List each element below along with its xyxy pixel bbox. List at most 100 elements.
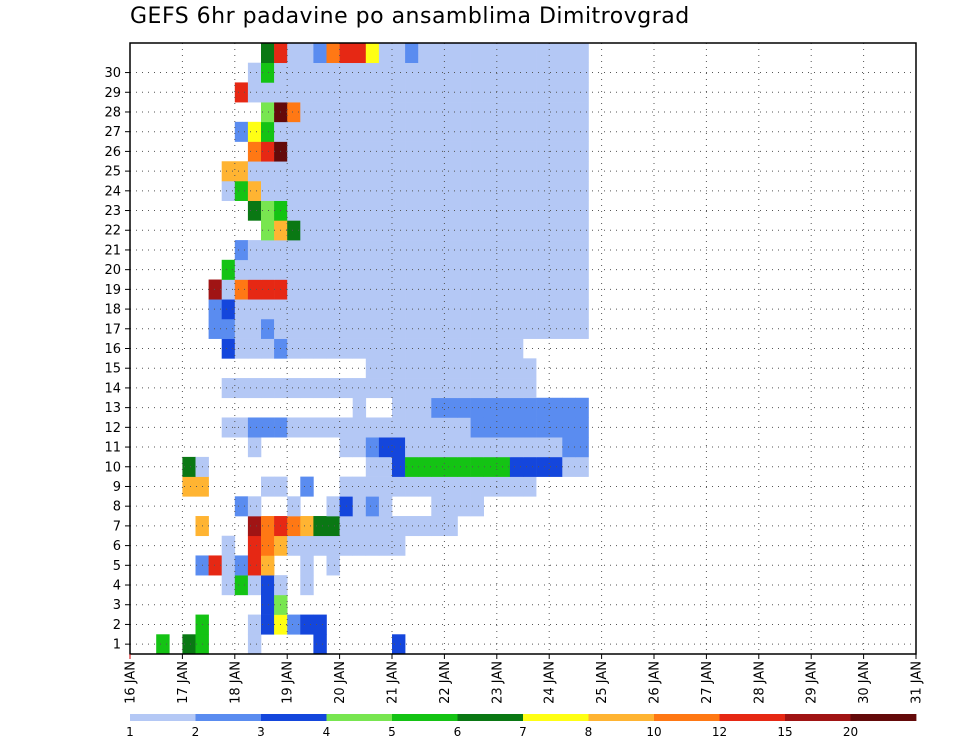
heatmap-cell xyxy=(261,62,275,83)
heatmap-cell xyxy=(405,82,419,103)
heatmap-cell xyxy=(431,220,445,241)
heatmap-cell xyxy=(444,161,458,182)
heatmap-cell xyxy=(234,240,249,261)
heatmap-cell xyxy=(287,121,301,142)
heatmap-cell xyxy=(405,102,419,123)
heatmap-cell xyxy=(549,121,563,142)
heatmap-cell xyxy=(392,279,406,300)
heatmap-cell xyxy=(234,338,249,359)
heatmap-cell xyxy=(287,161,301,182)
heatmap-cell xyxy=(536,161,550,182)
heatmap-cell xyxy=(287,180,301,201)
heatmap-cell xyxy=(523,437,537,458)
heatmap-cell xyxy=(575,141,589,162)
heatmap-cell xyxy=(444,259,458,280)
heatmap-cell xyxy=(457,358,471,379)
heatmap-cell xyxy=(431,279,445,300)
heatmap-cell xyxy=(405,43,419,64)
heatmap-cell xyxy=(405,437,419,458)
heatmap-cell xyxy=(182,634,196,655)
heatmap-cell xyxy=(221,535,236,556)
heatmap-cell xyxy=(352,338,367,359)
heatmap-cell xyxy=(405,456,419,477)
heatmap-cell xyxy=(405,121,419,142)
heatmap-cell xyxy=(444,102,458,123)
heatmap-cell xyxy=(444,476,458,497)
heatmap-cell xyxy=(405,200,419,221)
heatmap-cell xyxy=(352,82,367,103)
heatmap-cell xyxy=(378,338,393,359)
heatmap-cell xyxy=(457,318,471,339)
legend-swatch xyxy=(523,714,589,721)
heatmap-cell xyxy=(470,299,484,320)
heatmap-cell xyxy=(444,338,458,359)
heatmap-cell xyxy=(562,43,576,64)
heatmap-cell xyxy=(496,378,511,399)
heatmap-cell xyxy=(549,299,563,320)
heatmap-cell xyxy=(496,476,511,497)
y-tick-label: 23 xyxy=(104,204,121,219)
heatmap-cell xyxy=(261,200,275,221)
heatmap-cell xyxy=(457,259,471,280)
heatmap-cell xyxy=(313,62,327,83)
heatmap-cell xyxy=(261,141,275,162)
legend-label: 10 xyxy=(646,725,661,739)
heatmap-cell xyxy=(287,299,301,320)
y-tick-label: 10 xyxy=(104,460,121,475)
heatmap-cell xyxy=(300,535,314,556)
heatmap-cell xyxy=(523,299,537,320)
heatmap-cell xyxy=(365,299,380,320)
heatmap-cell xyxy=(326,417,340,438)
heatmap-cell xyxy=(536,102,550,123)
heatmap-cell xyxy=(234,279,249,300)
heatmap-cell xyxy=(300,43,314,64)
heatmap-cell xyxy=(247,121,262,142)
heatmap-cell xyxy=(221,318,236,339)
heatmap-cell xyxy=(300,555,314,576)
y-tick-label: 26 xyxy=(104,145,121,160)
heatmap-cell xyxy=(208,555,222,576)
heatmap-cell xyxy=(549,200,563,221)
heatmap-cell xyxy=(444,240,458,261)
heatmap-cell xyxy=(234,378,249,399)
heatmap-cell xyxy=(234,161,249,182)
heatmap-cell xyxy=(365,417,380,438)
heatmap-cell xyxy=(300,279,314,300)
heatmap-cell xyxy=(549,102,563,123)
heatmap-cell xyxy=(575,259,589,280)
heatmap-cell xyxy=(536,141,550,162)
legend-label: 5 xyxy=(388,725,396,739)
heatmap-cell xyxy=(405,318,419,339)
heatmap-cell xyxy=(261,417,275,438)
heatmap-cell xyxy=(247,516,262,537)
y-tick-label: 27 xyxy=(104,125,121,140)
y-axis: 1234567891011121314151617181920212223242… xyxy=(104,66,130,653)
heatmap-cell xyxy=(208,299,222,320)
heatmap-cell xyxy=(378,535,393,556)
heatmap-cell xyxy=(575,397,589,418)
heatmap-cell xyxy=(405,259,419,280)
heatmap-cell xyxy=(352,180,367,201)
y-tick-label: 29 xyxy=(104,86,121,101)
heatmap-cell xyxy=(326,200,340,221)
heatmap-cell xyxy=(261,378,275,399)
heatmap-cell xyxy=(365,378,380,399)
heatmap-cell xyxy=(470,240,484,261)
heatmap-cell xyxy=(444,437,458,458)
y-tick-label: 21 xyxy=(104,243,121,258)
heatmap-cell xyxy=(247,318,262,339)
heatmap-cell xyxy=(405,378,419,399)
legend-swatch xyxy=(719,714,786,721)
heatmap-cell xyxy=(326,496,340,517)
legend-label: 1 xyxy=(126,725,134,739)
x-tick-label: 29 JAN xyxy=(805,661,820,704)
heatmap-cell xyxy=(536,43,550,64)
heatmap-cell xyxy=(287,82,301,103)
heatmap-cell xyxy=(523,161,537,182)
heatmap-cell xyxy=(378,161,393,182)
heatmap-cell xyxy=(378,516,393,537)
heatmap-cell xyxy=(536,456,550,477)
heatmap-cell xyxy=(365,535,380,556)
heatmap-cell xyxy=(287,240,301,261)
